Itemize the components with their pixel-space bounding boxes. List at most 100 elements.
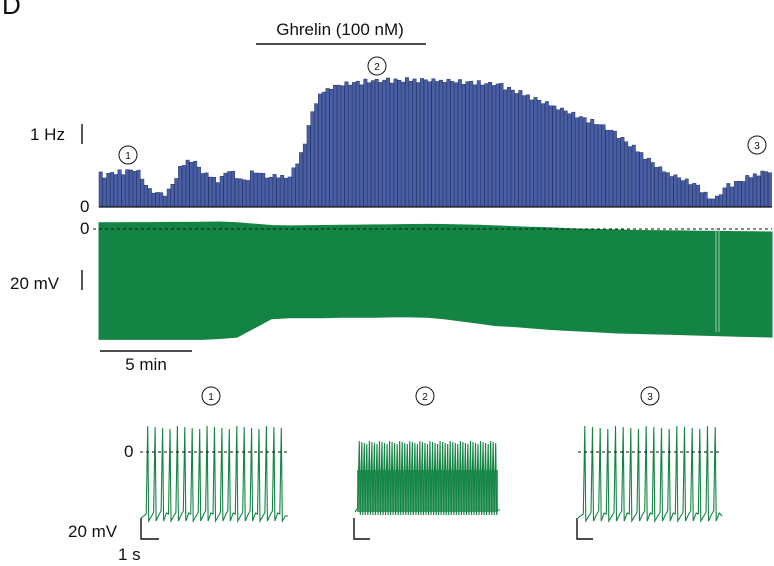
inset-marker-2: 2 [415,386,435,406]
histogram-bar [476,80,481,208]
histogram-bar [370,80,375,208]
histogram-bar [756,175,761,208]
histogram-bar [601,124,606,208]
inset-2-scale-bar [353,518,370,540]
histogram-bar [612,130,617,208]
histogram-bar [616,138,621,208]
histogram-bar [752,173,757,208]
inset-3-scale-bar [576,518,593,540]
histogram-bar [457,79,462,208]
histogram-bar [355,80,360,208]
histogram-bar [416,82,421,208]
svg-text:2: 2 [422,392,428,403]
svg-text:1: 1 [208,392,214,403]
histogram-bar [442,82,447,208]
histogram-bar [461,84,466,208]
histogram-bar [552,105,557,208]
histogram-bar [575,117,580,208]
histogram-bar [529,99,534,208]
histogram-bar [231,171,235,208]
histogram-bar [688,184,693,208]
histogram-bar [197,166,201,208]
histogram-bar [711,198,716,208]
histogram-bar [624,141,629,208]
histogram-bar [590,119,595,208]
histogram-bar [397,80,402,208]
histogram-bar [306,125,311,208]
histogram-bar [696,184,701,208]
histogram-bar [571,111,576,208]
histogram-bar [639,152,644,208]
histogram-bar [125,169,130,208]
histogram-bar [662,171,666,208]
histogram-bar [439,79,443,208]
histogram-bar [204,172,209,208]
histogram-bar [302,143,307,208]
histogram-bar [473,84,477,208]
histogram-bar [537,100,542,208]
histogram-bar [136,169,141,208]
time-scale-label: 5 min [125,355,167,374]
inset-voltage-scale-label: 20 mV [68,522,118,541]
histogram-bar [665,172,670,208]
histogram-bar [363,78,368,208]
histogram-bar [215,182,220,208]
histogram-bar [310,111,315,208]
histogram-bar [507,87,511,208]
histogram-bar [423,79,428,208]
histogram-bar [295,163,300,208]
histogram-bar [159,192,164,208]
histogram-bar [348,84,353,208]
histogram-bar [745,175,750,208]
histogram-bar [435,81,440,208]
histogram-bar [699,192,704,208]
histogram-bar [405,77,409,208]
histogram-bar [556,109,561,208]
panel-label: D [2,0,21,20]
histogram-bar [730,186,735,208]
inset-time-scale-label: 1 s [118,545,141,564]
histogram-bar [318,93,322,208]
histogram-bar [151,192,156,208]
histogram-bar [212,177,217,208]
histogram-bar [673,174,678,208]
histogram-bar [499,83,504,208]
histogram-bar [715,195,719,208]
histogram-bar [291,167,296,208]
histogram-bar [544,101,549,208]
histogram-bar [246,180,251,208]
histogram-bar [646,157,651,208]
histogram-bar [389,82,394,208]
histogram-bar [484,83,489,208]
histogram-bar [242,179,247,208]
svg-text:3: 3 [754,141,760,152]
histogram-bar [166,188,171,208]
histogram-bar [692,183,697,208]
histogram-bar [200,173,205,208]
histogram-bar [635,151,640,208]
histogram-bar [503,89,508,208]
histogram-bar [726,183,731,208]
histogram-bar [113,174,118,208]
histogram-bar [352,82,356,208]
histogram-bar [510,89,515,208]
histogram-zero-label: 0 [80,197,89,216]
histogram-bar [333,85,338,208]
histogram-bar [525,94,530,208]
histogram-bar [378,82,383,208]
histogram-bar [707,198,712,208]
histogram-bar [321,91,326,208]
rate-scale-label: 1 Hz [30,125,65,144]
histogram-bar [193,160,198,208]
histogram-bar [227,171,232,208]
histogram-bar [98,171,103,208]
histogram-bar [181,165,186,208]
histogram-bar [684,178,689,208]
histogram-bar [219,176,224,208]
histogram-bar [276,177,281,208]
histogram-bar [374,78,379,208]
histogram-bar [325,88,330,208]
histogram-bar [121,174,126,208]
membrane-trace-band [98,221,773,340]
histogram-bar [514,93,519,208]
